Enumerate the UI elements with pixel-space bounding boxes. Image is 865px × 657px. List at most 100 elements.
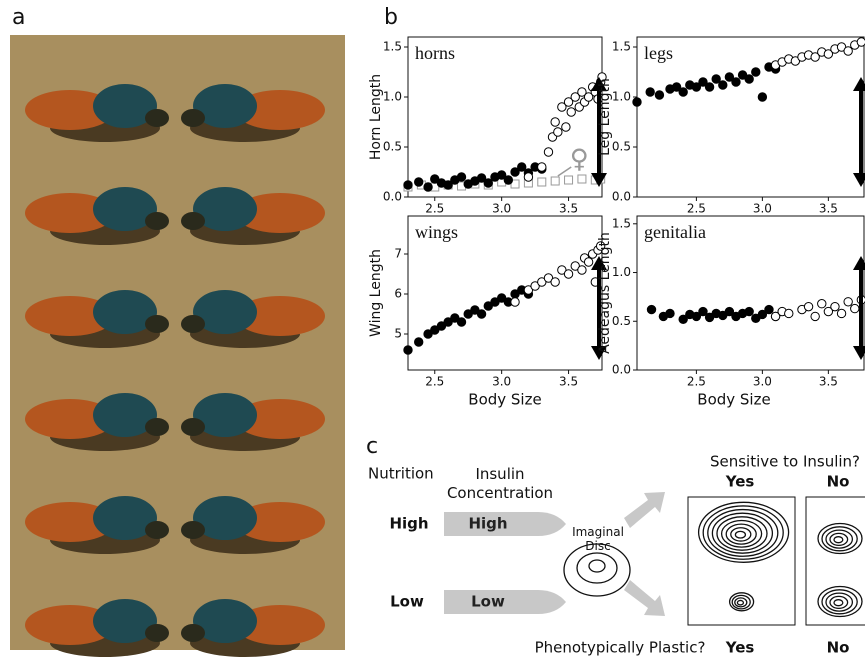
point bbox=[561, 122, 571, 132]
x-tick-label: 3.0 bbox=[492, 375, 511, 389]
point bbox=[483, 178, 493, 188]
arrow-head bbox=[853, 173, 865, 187]
contour bbox=[734, 530, 747, 539]
x-tick-label: 3.5 bbox=[559, 375, 578, 389]
point bbox=[698, 306, 708, 317]
point bbox=[646, 304, 657, 315]
beetle-pronotum bbox=[193, 393, 257, 437]
arrow-head bbox=[853, 77, 865, 91]
arrow bbox=[444, 590, 566, 614]
beetle-head bbox=[145, 521, 169, 539]
point bbox=[570, 261, 580, 271]
contour bbox=[821, 526, 858, 552]
point bbox=[517, 162, 527, 172]
point bbox=[456, 172, 467, 182]
point bbox=[691, 311, 702, 322]
contour bbox=[833, 536, 844, 544]
beetle-head bbox=[181, 521, 205, 539]
point bbox=[430, 325, 440, 335]
plot-title: wings bbox=[415, 222, 458, 242]
beetle-head bbox=[181, 212, 205, 230]
arrow-head bbox=[853, 256, 865, 270]
contour bbox=[730, 527, 752, 542]
answer: Yes bbox=[725, 639, 755, 657]
point bbox=[537, 177, 547, 187]
contour bbox=[736, 599, 745, 606]
point bbox=[654, 90, 665, 100]
plot-frame bbox=[636, 215, 865, 371]
y-tick-label: 0.0 bbox=[612, 363, 631, 377]
point bbox=[523, 285, 534, 295]
point bbox=[550, 277, 560, 287]
arrow bbox=[624, 492, 665, 528]
beetle-elytra bbox=[25, 296, 115, 336]
beetle-pronotum bbox=[193, 496, 257, 540]
point bbox=[823, 49, 834, 59]
point bbox=[496, 293, 507, 303]
contour bbox=[702, 505, 784, 560]
point bbox=[803, 301, 814, 312]
arrow bbox=[444, 512, 566, 536]
point bbox=[564, 175, 574, 185]
point bbox=[595, 241, 606, 251]
beetle-elytra bbox=[25, 502, 115, 542]
x-tick-label: 3.0 bbox=[753, 202, 772, 216]
contour bbox=[711, 512, 774, 554]
plot-frame bbox=[407, 215, 603, 371]
x-tick-label: 3.5 bbox=[819, 375, 838, 389]
plot-title: horns bbox=[415, 43, 455, 63]
point bbox=[550, 176, 560, 186]
beetle-elytra bbox=[235, 502, 325, 542]
beetle-head bbox=[145, 315, 169, 333]
arrow bbox=[624, 580, 665, 616]
point bbox=[483, 301, 493, 311]
panel-label: b bbox=[384, 5, 398, 30]
contour bbox=[707, 508, 779, 557]
point bbox=[665, 308, 675, 319]
point bbox=[718, 80, 728, 90]
point bbox=[436, 321, 447, 331]
contour bbox=[720, 519, 763, 548]
plot-title: legs bbox=[644, 43, 673, 63]
imaginal-disc bbox=[563, 543, 631, 597]
beetle-head bbox=[145, 212, 169, 230]
point bbox=[810, 311, 820, 322]
point bbox=[503, 175, 514, 185]
x-axis-label: Body Size bbox=[468, 391, 541, 409]
point bbox=[724, 72, 735, 82]
beetle-pronotum bbox=[93, 393, 157, 437]
column-header: Insulin Concentration bbox=[446, 465, 554, 502]
point bbox=[423, 329, 433, 339]
point bbox=[450, 313, 460, 323]
answer: No bbox=[827, 639, 850, 657]
point bbox=[557, 265, 567, 275]
point bbox=[671, 82, 682, 92]
contour bbox=[829, 532, 849, 547]
y-tick-label: 0.5 bbox=[612, 140, 631, 154]
beetle-head bbox=[145, 109, 169, 127]
y-tick-label: 0.0 bbox=[612, 190, 631, 204]
point bbox=[566, 107, 576, 117]
plot-title: genitalia bbox=[644, 222, 706, 242]
contour bbox=[817, 522, 863, 555]
arrow-head bbox=[591, 77, 607, 91]
beetle-elytra bbox=[25, 399, 115, 439]
row-value: Low bbox=[471, 593, 505, 611]
y-tick-label: 1.5 bbox=[612, 40, 631, 54]
x-tick-label: 3.5 bbox=[559, 202, 578, 216]
point bbox=[817, 299, 827, 309]
beetle-elytra bbox=[235, 193, 325, 233]
point bbox=[711, 74, 721, 84]
x-tick-label: 3.0 bbox=[753, 375, 772, 389]
contour bbox=[734, 597, 748, 608]
point bbox=[537, 162, 547, 172]
x-tick-label: 3.0 bbox=[492, 202, 511, 216]
contour bbox=[731, 594, 751, 610]
point bbox=[510, 179, 520, 189]
beetle-pronotum bbox=[93, 599, 157, 643]
plot-frame bbox=[407, 36, 603, 198]
arrow-head bbox=[853, 346, 865, 360]
y-tick-label: 0.5 bbox=[612, 314, 631, 328]
beetle-elytra bbox=[25, 90, 115, 130]
